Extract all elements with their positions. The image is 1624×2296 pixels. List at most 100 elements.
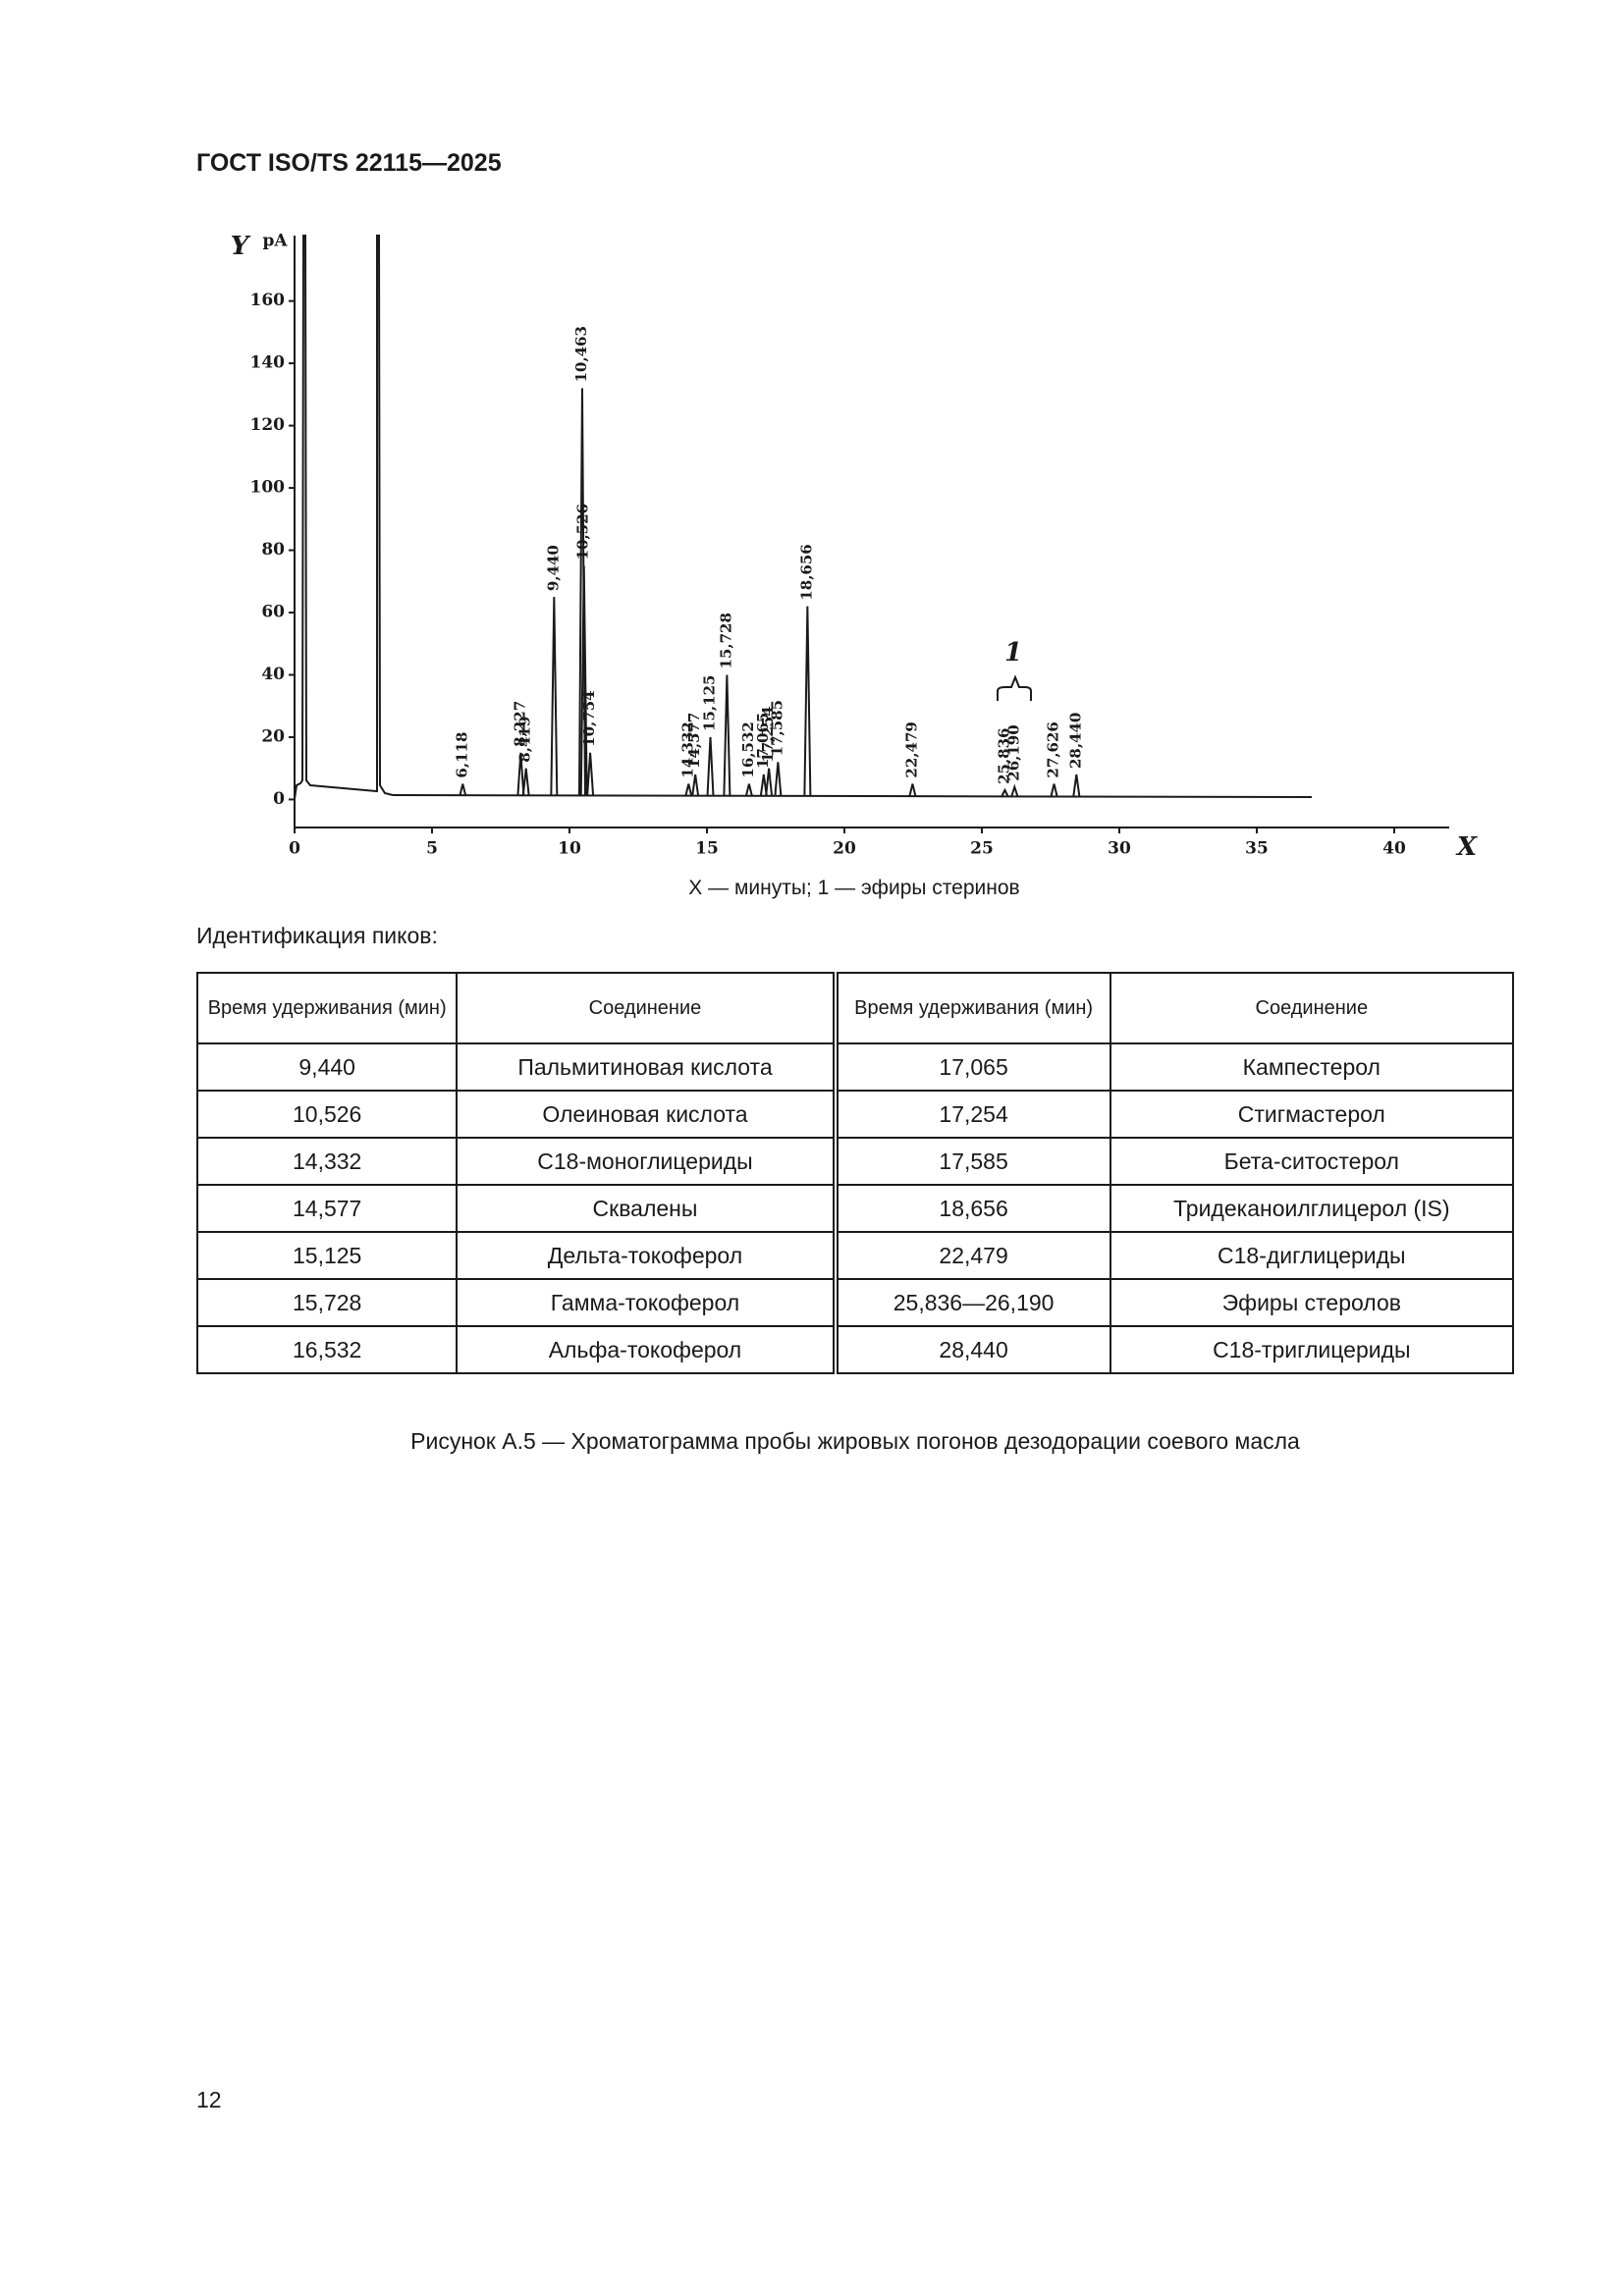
- chromatogram: 1 Y pA X 0 20 40 60 80 100 120 140 160 0 5 10 15 20 25…: [231, 232, 1479, 863]
- table-cell: 22,479: [832, 1231, 1111, 1280]
- x-tick-label: 5: [426, 839, 438, 859]
- peak-label: 10,754: [580, 690, 598, 746]
- column-header: Соединение: [1109, 972, 1515, 1044]
- table-cell: 15,125: [195, 1231, 459, 1280]
- x-axis-label: X: [1455, 832, 1479, 862]
- column-header: Время удерживания (мин): [832, 972, 1111, 1044]
- y-tick-label: 80: [261, 540, 285, 560]
- table-row: 15,125 Дельта-токоферол 22,479 С18-диглицер…: [195, 1231, 1515, 1280]
- table-header: Время удерживания (мин) Соединение Время у…: [195, 972, 1515, 1044]
- peak-label: 22,479: [902, 721, 920, 777]
- peak: [759, 774, 768, 797]
- x-tick-label: 35: [1245, 839, 1269, 859]
- peak: [586, 752, 595, 797]
- table-cell: Гамма-токоферол: [456, 1278, 837, 1327]
- peak-label: 17,065: [754, 713, 772, 769]
- peak: [1072, 774, 1081, 797]
- table-cell: 28,440: [832, 1325, 1111, 1374]
- table-cell: 17,585: [832, 1137, 1111, 1186]
- table-cell: Сквалены: [456, 1184, 837, 1233]
- peak: [803, 606, 812, 797]
- x-tick-label: 20: [833, 839, 856, 859]
- y-tick-label: 40: [261, 665, 285, 684]
- peak: [723, 674, 731, 797]
- peak-label: 14,332: [678, 721, 696, 777]
- table-cell: С18-моноглицериды: [456, 1137, 837, 1186]
- column-header: Соединение: [456, 972, 837, 1044]
- y-tick-label: 160: [250, 291, 286, 310]
- annotation-label: 1: [1004, 638, 1022, 667]
- peak-label: 18,656: [797, 544, 815, 600]
- peak: [765, 768, 774, 797]
- table-cell: 17,065: [832, 1042, 1111, 1092]
- table-cell: 14,332: [195, 1137, 459, 1186]
- table-body: 9,440 Пальмитиновая кислота 17,065 Кампесте…: [195, 1042, 1515, 1374]
- table-cell: Стигмастерол: [1109, 1090, 1515, 1139]
- peak: [579, 565, 588, 797]
- y-tick-label: 0: [273, 789, 285, 809]
- peak: [1010, 783, 1019, 797]
- x-tick-label: 0: [289, 839, 300, 859]
- table-cell: Эфиры стеролов: [1109, 1278, 1515, 1327]
- y-axis-label: Y: [231, 232, 251, 261]
- table-cell: Пальмитиновая кислота: [456, 1042, 837, 1092]
- x-tick-label: 40: [1382, 839, 1406, 859]
- figure-note: X — минуты; 1 — эфиры стеринов: [688, 877, 1020, 899]
- table-cell: Тридеканоилглицерол (IS): [1109, 1184, 1515, 1233]
- peak-label: 15,125: [701, 675, 719, 731]
- table-cell: Кампестерол: [1109, 1042, 1515, 1092]
- table-cell: 9,440: [195, 1042, 459, 1092]
- baseline: [392, 794, 1313, 798]
- y-tick-label: 100: [250, 478, 286, 498]
- table-cell: 15,728: [195, 1278, 459, 1327]
- y-tick-label: 60: [261, 603, 285, 622]
- peak-label: 17,254: [759, 706, 777, 762]
- peak-label: 15,728: [717, 613, 734, 668]
- table-row: 10,526 Олеиновая кислота 17,254 Стигмастеро…: [195, 1090, 1515, 1139]
- x-tick-label: 10: [558, 839, 581, 859]
- table-cell: 18,656: [832, 1184, 1111, 1233]
- column-header: Время удерживания (мин): [195, 972, 459, 1044]
- x-tick-label: 30: [1108, 839, 1131, 859]
- peak-table: Время удерживания (мин) Соединение Время у…: [195, 972, 1515, 1374]
- page-number: 12: [196, 2087, 222, 2112]
- peak: [459, 783, 467, 797]
- peak-label: 27,626: [1045, 721, 1062, 777]
- peak-label: 25,836: [995, 727, 1012, 783]
- peak-label: 9,440: [544, 545, 562, 591]
- table-row: 14,332 С18-моноглицериды 17,585 Бета-ситост…: [195, 1137, 1515, 1186]
- table-cell: Альфа-токоферол: [456, 1325, 837, 1374]
- y-tick-label: 20: [261, 726, 285, 746]
- y-axis-unit: pA: [262, 232, 288, 251]
- table-cell: С18-диглицериды: [1109, 1231, 1515, 1280]
- solvent-trace: [294, 235, 1313, 800]
- table-cell: Дельта-токоферол: [456, 1231, 837, 1280]
- x-tick-label: 15: [695, 839, 719, 859]
- table-cell: С18-триглицериды: [1109, 1325, 1515, 1374]
- peak-label: 8,419: [516, 717, 534, 763]
- peak-label: 26,190: [1004, 724, 1022, 780]
- peak-label: 28,440: [1066, 713, 1084, 769]
- table-row: 14,577 Сквалены 18,656 Тридеканоилглицерол …: [195, 1184, 1515, 1233]
- table-title: Идентификация пиков:: [196, 923, 438, 948]
- peak: [521, 768, 530, 797]
- table-cell: 14,577: [195, 1184, 459, 1233]
- y-tick-label: 140: [250, 353, 286, 373]
- page-header: ГОСТ ISO/TS 22115—2025: [196, 149, 502, 177]
- peak: [774, 762, 783, 797]
- y-tick-label: 120: [250, 415, 286, 435]
- table-cell: 17,254: [832, 1090, 1111, 1139]
- peak-label: 8,227: [511, 701, 528, 747]
- annotation-brace: [997, 674, 1032, 701]
- table-cell: 10,526: [195, 1090, 459, 1139]
- table-row: 15,728 Гамма-токоферол 25,836—26,190 Эфиры …: [195, 1278, 1515, 1327]
- table-cell: Олеиновая кислота: [456, 1090, 837, 1139]
- x-tick-label: 25: [970, 839, 994, 859]
- peak: [691, 774, 700, 797]
- table-cell: 25,836—26,190: [832, 1278, 1111, 1327]
- table-row: 16,532 Альфа-токоферол 28,440 С18-триглицер…: [195, 1325, 1515, 1374]
- figure-caption: Рисунок А.5 — Хроматограмма пробы жировы…: [410, 1428, 1300, 1454]
- peak: [706, 736, 715, 797]
